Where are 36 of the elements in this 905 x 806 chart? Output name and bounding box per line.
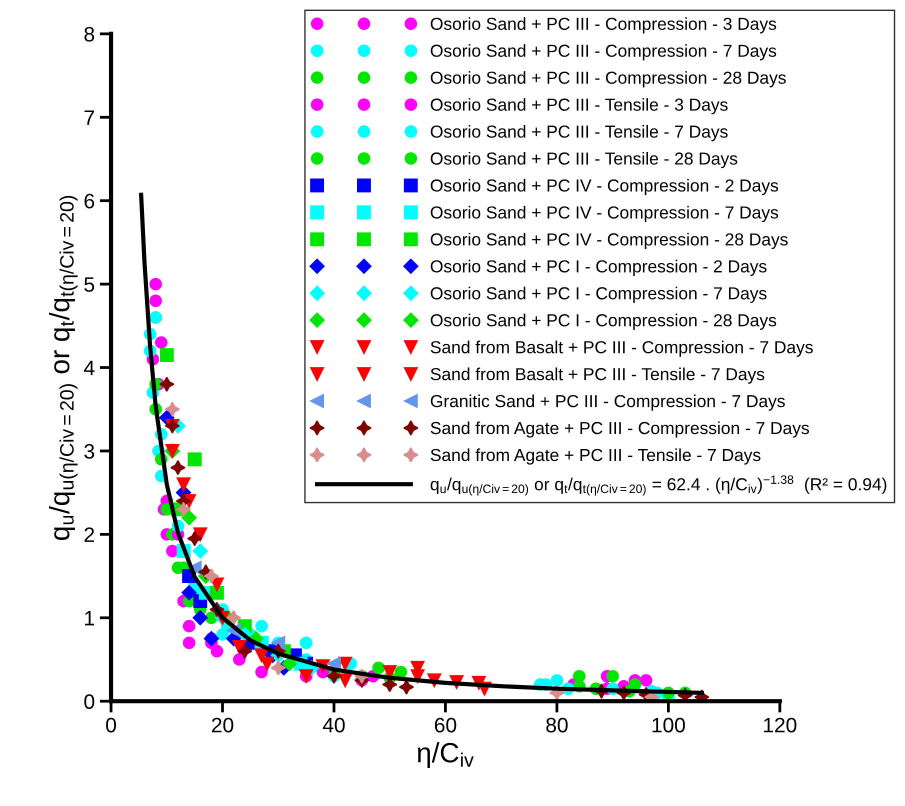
legend-label: Osorio Sand + PC I - Compression - 2 Days [430, 260, 767, 276]
legend-label: Osorio Sand + PC I - Compression - 28 Days [430, 314, 776, 330]
y-tick-label: 2 [84, 527, 94, 542]
y-tick-label: 5 [84, 277, 94, 292]
legend-label: Osorio Sand + PC IV - Compression - 28 Days [430, 232, 788, 249]
legend-label: Sand from Basalt + PC III - Tensile - 7 Days [430, 368, 764, 384]
legend-label: Osorio Sand + PC III - Compression - 3 Days [430, 17, 776, 34]
x-tick-label: 120 [764, 718, 796, 732]
x-tick-label: 0 [106, 718, 116, 732]
legend-label: Osorio Sand + PC I - Compression - 7 Days [430, 286, 767, 303]
legend-label: Osorio Sand + PC III - Tensile - 3 Days [430, 98, 728, 114]
y-tick-label: 1 [85, 611, 94, 626]
text: q$_{u}$/q$_{u(η/Civ=20)}$ or q$_{t}$/q$_{t(η/Civ=20)}$ = 62.4 . (η/C$_{iv}$)$^{−1.38}$ (R² = 0.94) [430, 475, 886, 496]
legend-label: Osorio Sand + PC III - Compression - 7 Days [430, 44, 776, 60]
legend-label: Sand from Basalt + PC III - Compression - 7 Days [430, 340, 813, 357]
x-tick-label: 100 [652, 718, 685, 732]
x-tick-label: 60 [434, 718, 456, 732]
legend-label: Osorio Sand + PC IV - Compression - 7 Days [430, 206, 778, 222]
legend-label: Osorio Sand + PC IV - Compression - 2 Days [430, 178, 778, 196]
x-tick-label: 20 [212, 718, 234, 732]
x-tick-label: 40 [322, 718, 345, 732]
legend-label: Osorio Sand + PC III - Tensile - 28 Days [430, 152, 738, 168]
y-tick-label: 0 [84, 694, 94, 709]
y-tick-label: 8 [84, 26, 94, 42]
legend-label: Osorio Sand + PC III - Tensile - 7 Days [430, 125, 728, 142]
y-axis-title: q$_{u}$/q$_{u(η/Civ=20)}$ or q$_{t}$/q$_{t(η/Civ=20)}$ [49, 196, 78, 540]
legend-label: Sand from Agate + PC III - Tensile - 7 Days [430, 448, 760, 465]
legend-label: Granitic Sand + PC III - Compression - 7 Days [430, 394, 785, 411]
legend-label: Osorio Sand + PC III - Compression - 28 Days [430, 71, 786, 88]
y-tick-label: 4 [84, 360, 94, 376]
y-tick-label: 6 [84, 194, 94, 208]
x-tick-label: 80 [546, 718, 568, 732]
x-axis-title: η/C$_{iv}$ [418, 742, 474, 768]
y-tick-label: 7 [84, 110, 94, 125]
legend-label: Sand from Agate + PC III - Compression - 7 Days [430, 421, 809, 438]
y-tick-label: 3 [84, 444, 94, 459]
